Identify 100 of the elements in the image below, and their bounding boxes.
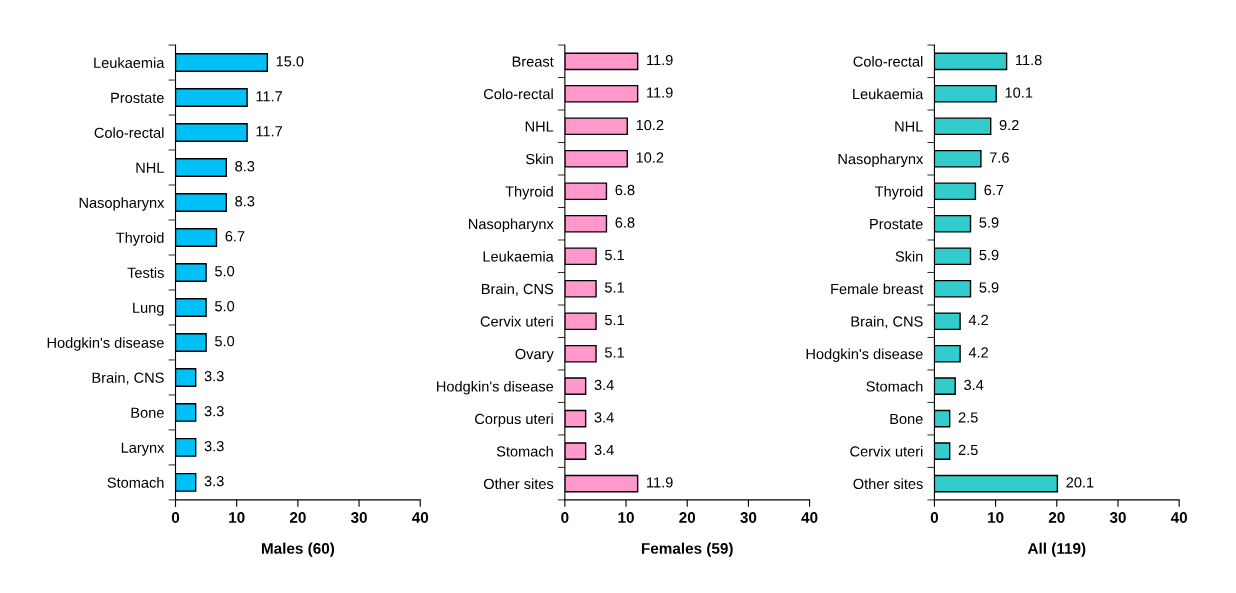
y-tick-label: Leukaemia (483, 250, 554, 262)
y-tick-label: Breast (512, 56, 554, 67)
data-label: 10.1 (1005, 87, 1033, 98)
x-axis-title: All (119) (1027, 542, 1086, 557)
data-label: 5.1 (604, 282, 624, 293)
y-tick-label: Thyroid (875, 185, 923, 200)
y-tick-label: Bone (131, 407, 164, 418)
y-tick-label: Stomach (496, 445, 553, 457)
data-label: 3.3 (204, 406, 224, 417)
y-tick-label: Bone (890, 413, 923, 425)
y-tick-label: Nasopharynx (838, 153, 924, 168)
data-label: 5.0 (215, 301, 235, 312)
data-label: 5.1 (604, 347, 624, 358)
y-tick-label: Cervix uteri (480, 315, 553, 327)
data-label: 5.0 (215, 266, 235, 277)
y-tick-label: Other sites (853, 478, 923, 490)
data-label: 11.9 (647, 477, 673, 488)
x-tick-label: 30 (740, 512, 757, 523)
data-label: 3.4 (594, 444, 614, 456)
x-tick-label: 20 (1048, 512, 1065, 523)
data-label: 11.7 (256, 126, 282, 137)
y-tick-label: Corpus uteri (475, 413, 553, 427)
x-tick-label: 30 (1109, 512, 1126, 523)
data-label: 5.0 (215, 336, 235, 347)
y-tick-label: Prostate (111, 92, 164, 103)
x-axis-title: Males (60) (261, 542, 335, 557)
y-tick-label: Stomach (866, 380, 923, 392)
y-tick-label: Colo-rectal (853, 56, 923, 67)
data-label: 6.8 (615, 217, 635, 228)
y-tick-label: Leukaemia (853, 88, 924, 100)
data-label: 11.9 (647, 87, 673, 98)
y-tick-label: Female breast (831, 283, 924, 295)
y-tick-label: Larynx (121, 442, 165, 456)
data-label: 11.9 (647, 54, 673, 66)
y-tick-label: Brain, CNS (482, 283, 554, 296)
data-label: 3.3 (204, 441, 224, 452)
data-label: 3.4 (594, 412, 614, 423)
y-tick-label: Nasopharynx (79, 197, 165, 211)
data-label: 5.1 (604, 249, 624, 261)
x-tick-label: 40 (801, 512, 818, 523)
x-tick-label: 0 (561, 512, 569, 523)
y-tick-label: Skin (526, 153, 553, 165)
x-tick-label: 40 (1170, 512, 1188, 523)
y-tick-label: Hodgkin's disease (437, 380, 554, 395)
data-label: 11.8 (1016, 54, 1042, 66)
y-tick-label: Stomach (107, 477, 164, 488)
data-label: 3.3 (204, 475, 224, 487)
y-tick-label: Colo-rectal (94, 127, 164, 138)
y-tick-label: Hodgkin's disease (806, 348, 923, 363)
data-label: 11.7 (256, 91, 282, 102)
data-label: 3.3 (204, 371, 224, 382)
y-tick-label: Brain, CNS (851, 315, 923, 329)
y-tick-label: Colo-rectal (483, 88, 553, 100)
y-tick-label: Nasopharynx (469, 218, 554, 233)
data-label: 4.2 (968, 347, 988, 358)
y-tick-label: Prostate (870, 219, 923, 230)
x-tick-label: 10 (988, 512, 1004, 523)
data-label: 20.1 (1066, 477, 1094, 488)
y-tick-label: Thyroid (505, 185, 553, 200)
y-tick-label: Leukaemia (94, 57, 165, 68)
data-label: 3.4 (594, 379, 614, 391)
data-label: 10.2 (636, 119, 664, 131)
data-label: 2.5 (958, 412, 978, 423)
x-tick-label: 20 (289, 512, 306, 523)
y-tick-label: Hodgkin's disease (47, 337, 164, 351)
x-axis-title: Females (59) (641, 542, 733, 557)
x-tick-label: 40 (411, 512, 429, 523)
data-label: 5.1 (604, 314, 624, 326)
y-tick-label: Cervix uteri (850, 445, 923, 457)
data-label: 5.9 (979, 249, 999, 261)
data-label: 4.2 (968, 314, 988, 325)
y-tick-label: Skin (895, 250, 923, 262)
x-tick-label: 20 (679, 512, 696, 523)
y-tick-label: NHL (136, 162, 164, 173)
y-tick-label: NHL (895, 121, 923, 132)
x-tick-label: 10 (618, 512, 634, 523)
data-label: 15.0 (276, 56, 304, 67)
y-tick-label: Ovary (515, 348, 554, 363)
y-tick-label: Lung (133, 302, 164, 316)
data-label: 3.4 (964, 379, 984, 391)
data-label: 7.6 (990, 152, 1009, 163)
x-tick-label: 0 (171, 512, 180, 523)
y-tick-label: NHL (525, 121, 554, 132)
y-tick-label: Testis (127, 267, 164, 278)
data-label: 2.5 (958, 444, 978, 456)
y-tick-label: Thyroid (116, 232, 164, 246)
x-tick-label: 30 (350, 512, 367, 523)
data-label: 6.8 (615, 184, 635, 196)
data-label: 8.3 (235, 196, 255, 207)
data-label: 5.9 (979, 217, 999, 228)
y-tick-label: Brain, CNS (92, 372, 164, 385)
data-label: 10.2 (636, 152, 664, 163)
data-label: 6.7 (225, 231, 245, 242)
data-label: 6.7 (984, 184, 1004, 196)
y-tick-label: Other sites (483, 478, 554, 490)
x-tick-label: 0 (930, 512, 939, 523)
data-label: 5.9 (979, 282, 999, 293)
data-label: 8.3 (235, 161, 255, 172)
data-label: 9.2 (999, 119, 1019, 131)
x-tick-label: 10 (229, 512, 245, 523)
